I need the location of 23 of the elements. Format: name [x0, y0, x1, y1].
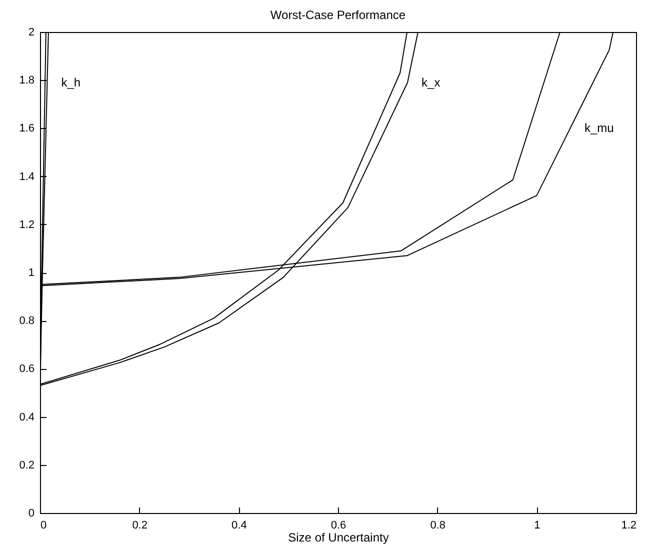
y-tick-label: 0.8 [19, 315, 34, 328]
y-tick-label: 0.2 [19, 459, 34, 472]
x-tick-label: 0.8 [430, 520, 446, 532]
y-tick-label: 0 [28, 508, 34, 520]
y-tick-label: 1.8 [19, 74, 34, 87]
y-tick-label: 1.6 [19, 122, 34, 135]
y-tick-label: 2 [28, 26, 34, 38]
y-tick-label: 1 [28, 267, 34, 279]
x-tick-label: 1.2 [621, 520, 636, 532]
x-tick-label: 0.2 [132, 520, 148, 532]
y-tick-label: 1.2 [19, 218, 34, 231]
annotation: k_mu [584, 121, 614, 136]
y-tick-label: 1.4 [19, 170, 34, 183]
annotation: k_x [422, 76, 440, 90]
x-tick-label: 1 [534, 520, 540, 532]
x-tick-label: 0.6 [330, 520, 346, 532]
x-tick-label: 0 [40, 520, 47, 532]
x-tick-label: 0.4 [232, 520, 247, 532]
y-tick-label: 0.6 [19, 363, 34, 376]
x-axis-title: Size of Uncertainty [288, 530, 389, 544]
chart-title: Worst-Case Performance [270, 8, 406, 22]
annotation: k_h [61, 76, 81, 90]
y-tick-label: 0.4 [19, 411, 34, 424]
